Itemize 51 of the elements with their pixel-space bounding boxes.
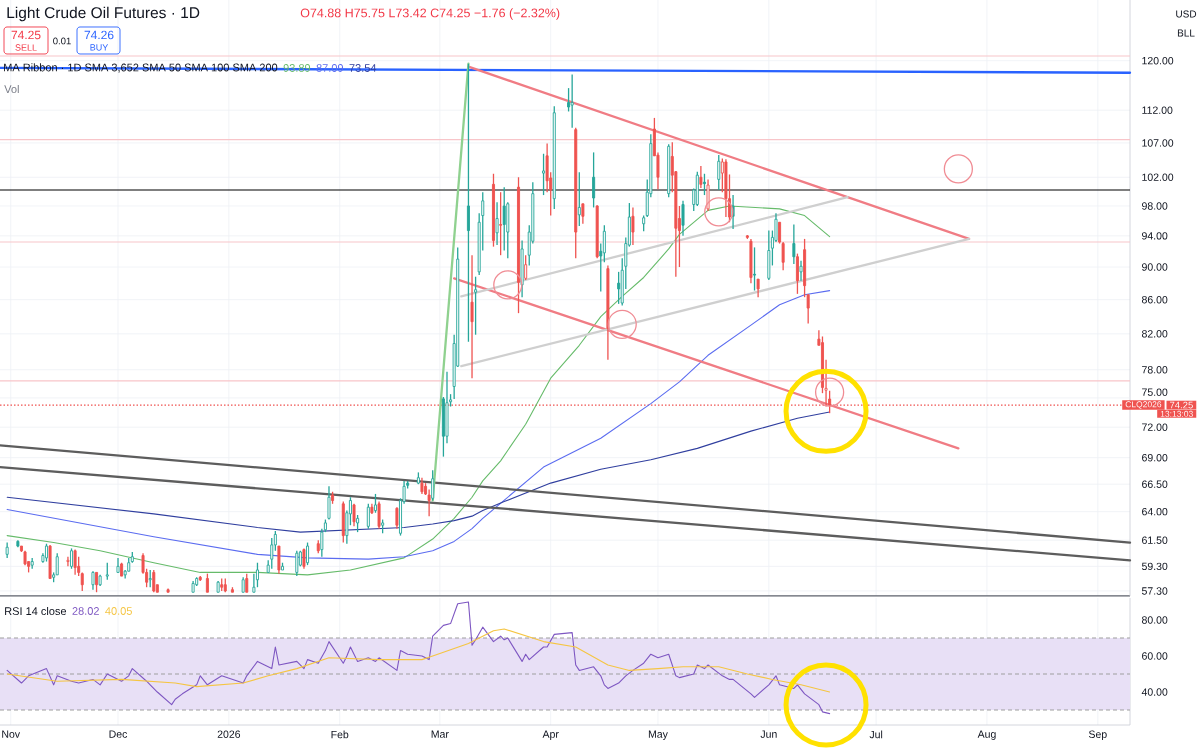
y-tick-label: 82.00 [1141,330,1168,338]
y-tick-label: 75.00 [1142,388,1168,396]
y-tick-label: 80.00 [1141,616,1168,624]
annotation: 73.54 [349,64,377,72]
annotation: 74.26 [84,30,114,40]
ref-line-label: CLQ2026 [1125,401,1162,409]
chart-title: Light Crude Oil Futures · 1D [7,6,200,22]
x-tick-label: Nov [2,730,21,738]
y-tick-label: 98.00 [1142,202,1168,210]
y-tick-label: 102.00 [1142,173,1174,181]
x-tick-label: Feb [331,730,349,739]
y-tick-label: 57.30 [1141,587,1168,595]
annotation: 93.89 [283,64,311,72]
y-tick-label: 66.50 [1142,480,1168,488]
text: 13:13:03 [1160,410,1193,417]
y-tick-label: 60.00 [1142,652,1168,660]
annotation: 40.05 [105,607,132,615]
x-tick-label: Apr [542,730,559,740]
y-tick-label: 86.00 [1141,295,1168,304]
text: RSI 14 close [5,606,67,616]
x-tick-label: Mar [431,730,449,738]
y-tick-label: 107.00 [1142,139,1174,147]
y-tick-label: 112.00 [1142,106,1173,114]
x-tick-label: Jul [869,730,883,739]
x-tick-label: Aug [977,730,996,740]
annotation: 74.25 [11,30,41,40]
y-tick-label: 59.30 [1141,562,1168,571]
text: 74.25 [1169,401,1193,409]
y-tick-label: 94.00 [1142,232,1168,240]
text: BLL [1177,29,1195,37]
annotation: SELL [15,44,37,51]
x-tick-label: Dec [109,730,128,738]
y-tick-label: 78.00 [1142,366,1168,374]
text: O74.88 H75.75 L73.42 C74.25 −1.76 (−2.32%) [300,8,560,20]
y-tick-label: 120.00 [1142,56,1174,65]
annotation: 28.02 [72,607,99,615]
x-tick-label: Sep [1088,730,1107,741]
x-tick-label: 2026 [217,730,241,738]
text: USD [1176,10,1197,18]
x-tick-label: May [648,730,668,740]
y-tick-label: 69.00 [1142,453,1168,462]
annotation: BUY [90,44,109,51]
annotation: 0.01 [53,37,71,45]
y-tick-label: 90.00 [1142,263,1168,271]
annotation: 87.09 [316,64,344,72]
y-tick-label: 64.00 [1142,507,1168,516]
y-tick-label: 72.00 [1142,423,1168,431]
y-tick-label: 40.00 [1141,688,1168,696]
annotation: Vol [4,84,19,94]
x-tick-label: Jun [760,730,777,738]
y-tick-label: 61.50 [1142,536,1168,544]
